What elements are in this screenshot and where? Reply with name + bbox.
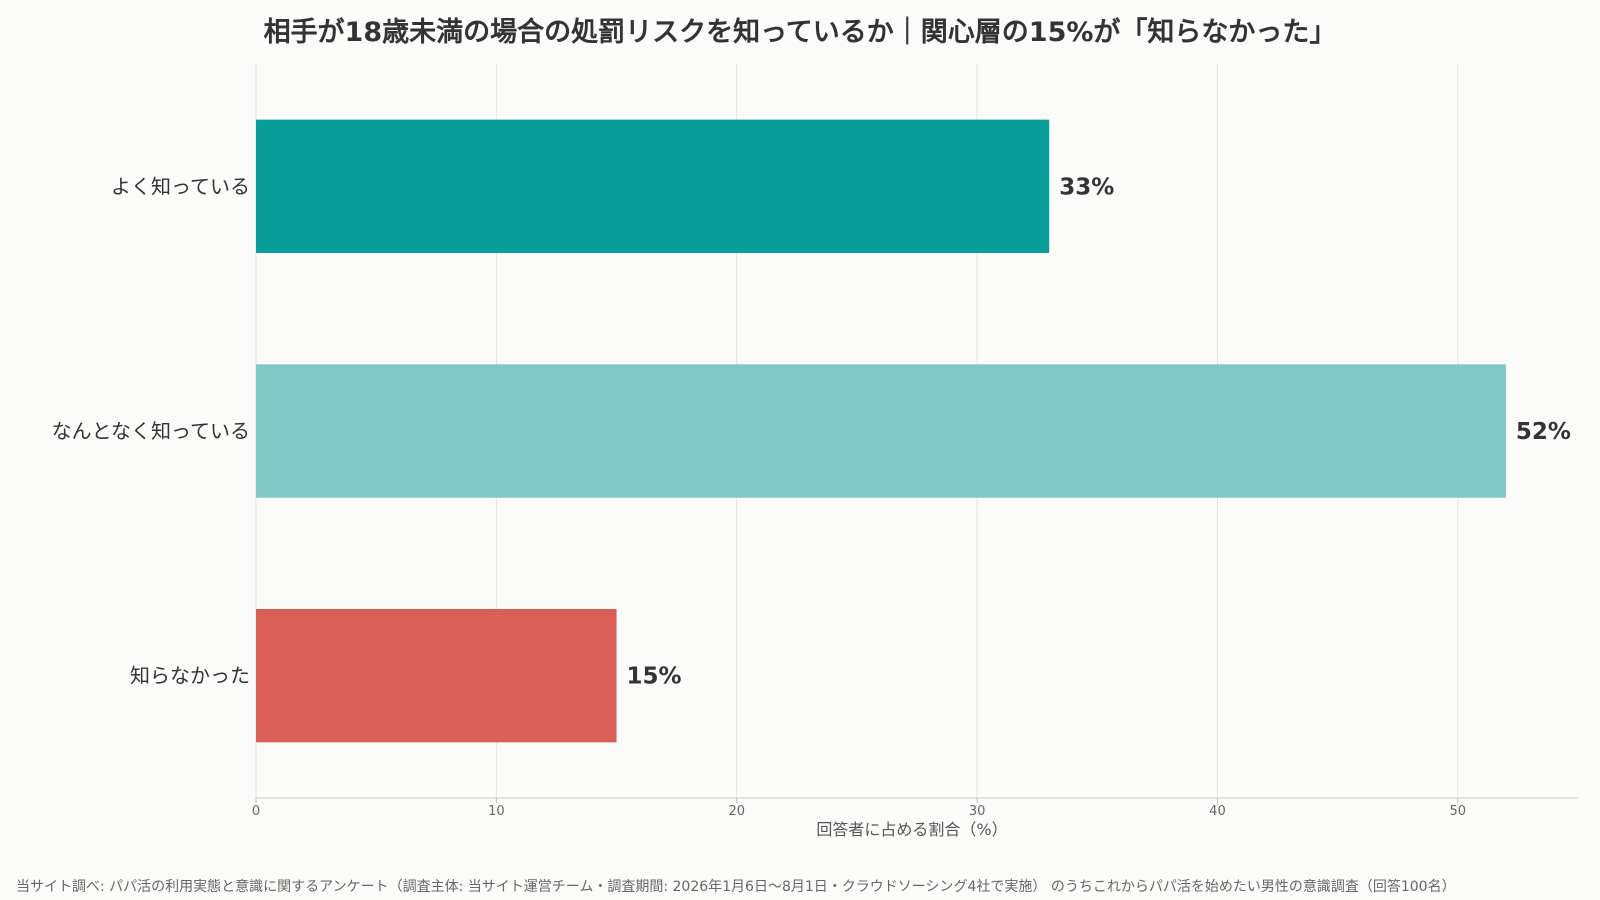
- x-tick-label: 30: [969, 804, 986, 819]
- chart-title: 相手が18歳未満の場合の処罰リスクを知っているか｜関心層の15%が「知らなかった…: [263, 17, 1337, 48]
- bar-value-label: 52%: [1516, 419, 1571, 445]
- category-label: よく知っている: [111, 174, 250, 198]
- x-axis: 0 10 20 30 40 50: [252, 797, 1578, 819]
- x-tick-label: 20: [728, 804, 745, 819]
- x-tick-label: 50: [1450, 804, 1467, 819]
- bar: [256, 119, 1050, 254]
- bar-value-label: 33%: [1059, 174, 1114, 200]
- x-tick-label: 40: [1209, 804, 1226, 819]
- value-labels: 33% 52% 15%: [627, 174, 1571, 689]
- bar: [256, 364, 1506, 498]
- x-tick-label: 10: [488, 804, 505, 819]
- category-label: 知らなかった: [130, 664, 250, 688]
- bar-value-label: 15%: [627, 664, 682, 690]
- source-note: 当サイト調べ: パパ活の利用実態と意識に関するアンケート（調査主体: 当サイト運…: [16, 879, 1456, 895]
- category-label: なんとなく知っている: [52, 419, 250, 443]
- x-axis-title: 回答者に占める割合（%）: [816, 820, 1007, 839]
- bars: [256, 119, 1506, 743]
- bar: [256, 608, 617, 743]
- x-tick-label: 0: [252, 804, 260, 819]
